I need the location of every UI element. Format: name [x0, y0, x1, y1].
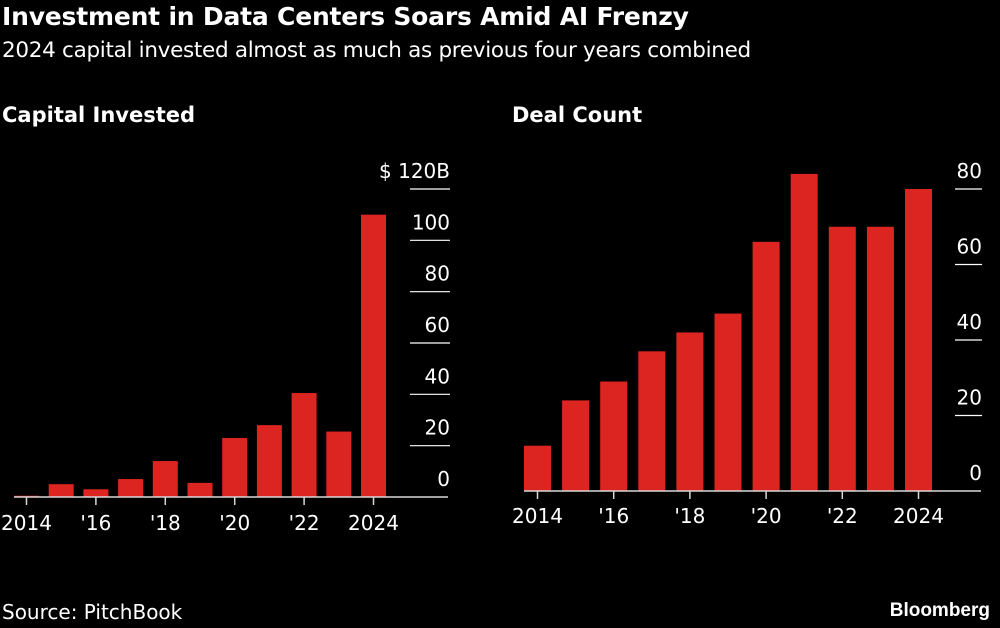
capital-y-tick-label: 20: [425, 416, 450, 440]
capital-y-tick-label: 60: [425, 313, 450, 337]
capital-bar-2018: [152, 461, 178, 497]
capital-x-tick-label: 2024: [348, 511, 399, 535]
deals-y-tick-label: 20: [957, 386, 982, 410]
deals-y-tick-label: 80: [957, 159, 982, 183]
capital-bar-2022: [291, 393, 317, 497]
capital-y-tick-label: 100: [412, 210, 450, 234]
deals-x-tick-label: 2014: [512, 504, 563, 528]
deals-x-tick-label: 2024: [893, 504, 944, 528]
deals-y-tick-label: 60: [957, 235, 982, 259]
chart-subtitle: 2024 capital invested almost as much as …: [2, 38, 751, 63]
capital-x-tick-label: '20: [219, 511, 250, 535]
capital-x-tick-label: '18: [150, 511, 181, 535]
capital-bar-2019: [187, 482, 213, 497]
capital-x-tick-label: '22: [289, 511, 320, 535]
deal-count-title: Deal Count: [512, 103, 643, 127]
deals-bar-2020: [752, 241, 780, 491]
capital-bar-2017: [118, 479, 144, 497]
deals-x-tick-label: '18: [674, 504, 705, 528]
deals-x-tick-label: '16: [598, 504, 629, 528]
deals-bar-2023: [866, 226, 894, 491]
deals-x-tick-label: '20: [751, 504, 782, 528]
capital-bar-2020: [222, 437, 248, 497]
capital-y-tick-label: $ 120B: [379, 159, 450, 183]
deals-bar-2021: [790, 173, 818, 491]
capital-bar-2023: [326, 431, 352, 497]
deals-y-tick-label: 0: [969, 461, 982, 485]
deals-bar-2015: [562, 400, 590, 491]
deals-bar-2024: [905, 189, 932, 491]
deals-bar-2017: [638, 351, 666, 491]
capital-y-tick-label: 40: [425, 364, 450, 388]
deals-bar-2016: [600, 381, 628, 491]
deals-x-tick-label: '22: [827, 504, 858, 528]
capital-y-tick-label: 80: [425, 262, 450, 286]
source-note: Source: PitchBook: [2, 600, 183, 624]
deals-bar-2022: [828, 226, 856, 491]
capital-bar-2015: [48, 484, 74, 497]
deals-y-tick-label: 40: [957, 310, 982, 334]
deals-bar-2019: [714, 313, 742, 491]
capital-bar-2016: [83, 489, 109, 497]
capital-x-tick-label: '16: [80, 511, 111, 535]
capital-y-tick-label: 0: [437, 467, 450, 491]
capital-bar-2021: [256, 425, 282, 497]
chart-title: Investment in Data Centers Soars Amid AI…: [2, 2, 689, 31]
deals-bar-2018: [676, 332, 704, 491]
capital-bar-2024: [361, 214, 386, 497]
capital-x-tick-label: 2014: [1, 511, 52, 535]
deals-bar-2014: [524, 445, 551, 491]
capital-invested-title: Capital Invested: [2, 103, 196, 127]
bloomberg-logo: Bloomberg: [889, 600, 990, 621]
